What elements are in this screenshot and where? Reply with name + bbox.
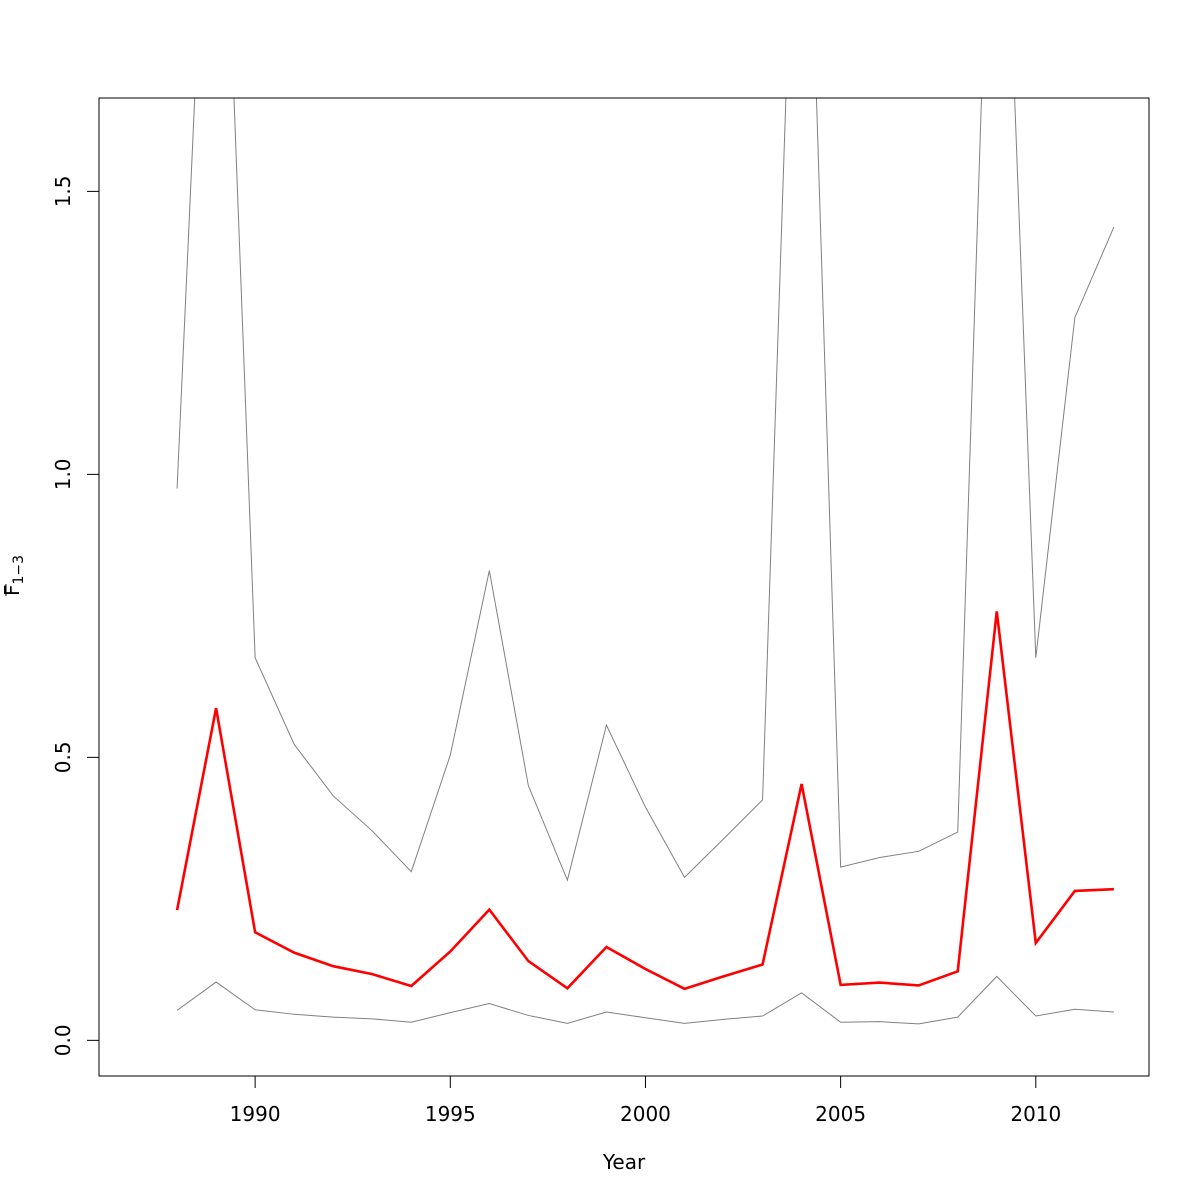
x-axis: 1990 1995 2000 2005 2010 [230, 1075, 1061, 1126]
series-line-upper-bound [176, 98, 1115, 882]
y-axis-title-subscript: 1−3 [11, 555, 27, 585]
y-tick-label: 1.0 [51, 458, 75, 490]
y-tick-label: 1.5 [51, 175, 75, 207]
x-tick-label: 2010 [1010, 1102, 1061, 1126]
x-tick-label: 1990 [230, 1102, 281, 1126]
series-line-lower-bound [176, 975, 1114, 1025]
y-axis: 0.0 0.5 1.0 1.5 [51, 175, 100, 1056]
series-line-estimate [175, 611, 1114, 991]
x-tick-label: 2000 [620, 1102, 671, 1126]
y-axis-title: F1−3 [0, 555, 27, 596]
x-tick-label: 2005 [815, 1102, 866, 1126]
y-axis-title-main: F1−3 [0, 555, 27, 596]
y-tick-label: 0.5 [51, 741, 75, 773]
series-layer [175, 98, 1115, 1025]
x-axis-title: Year [602, 1150, 646, 1174]
x-tick-label: 1995 [425, 1102, 476, 1126]
y-tick-label: 0.0 [51, 1024, 75, 1056]
y-axis-title-symbol: F [0, 584, 24, 596]
